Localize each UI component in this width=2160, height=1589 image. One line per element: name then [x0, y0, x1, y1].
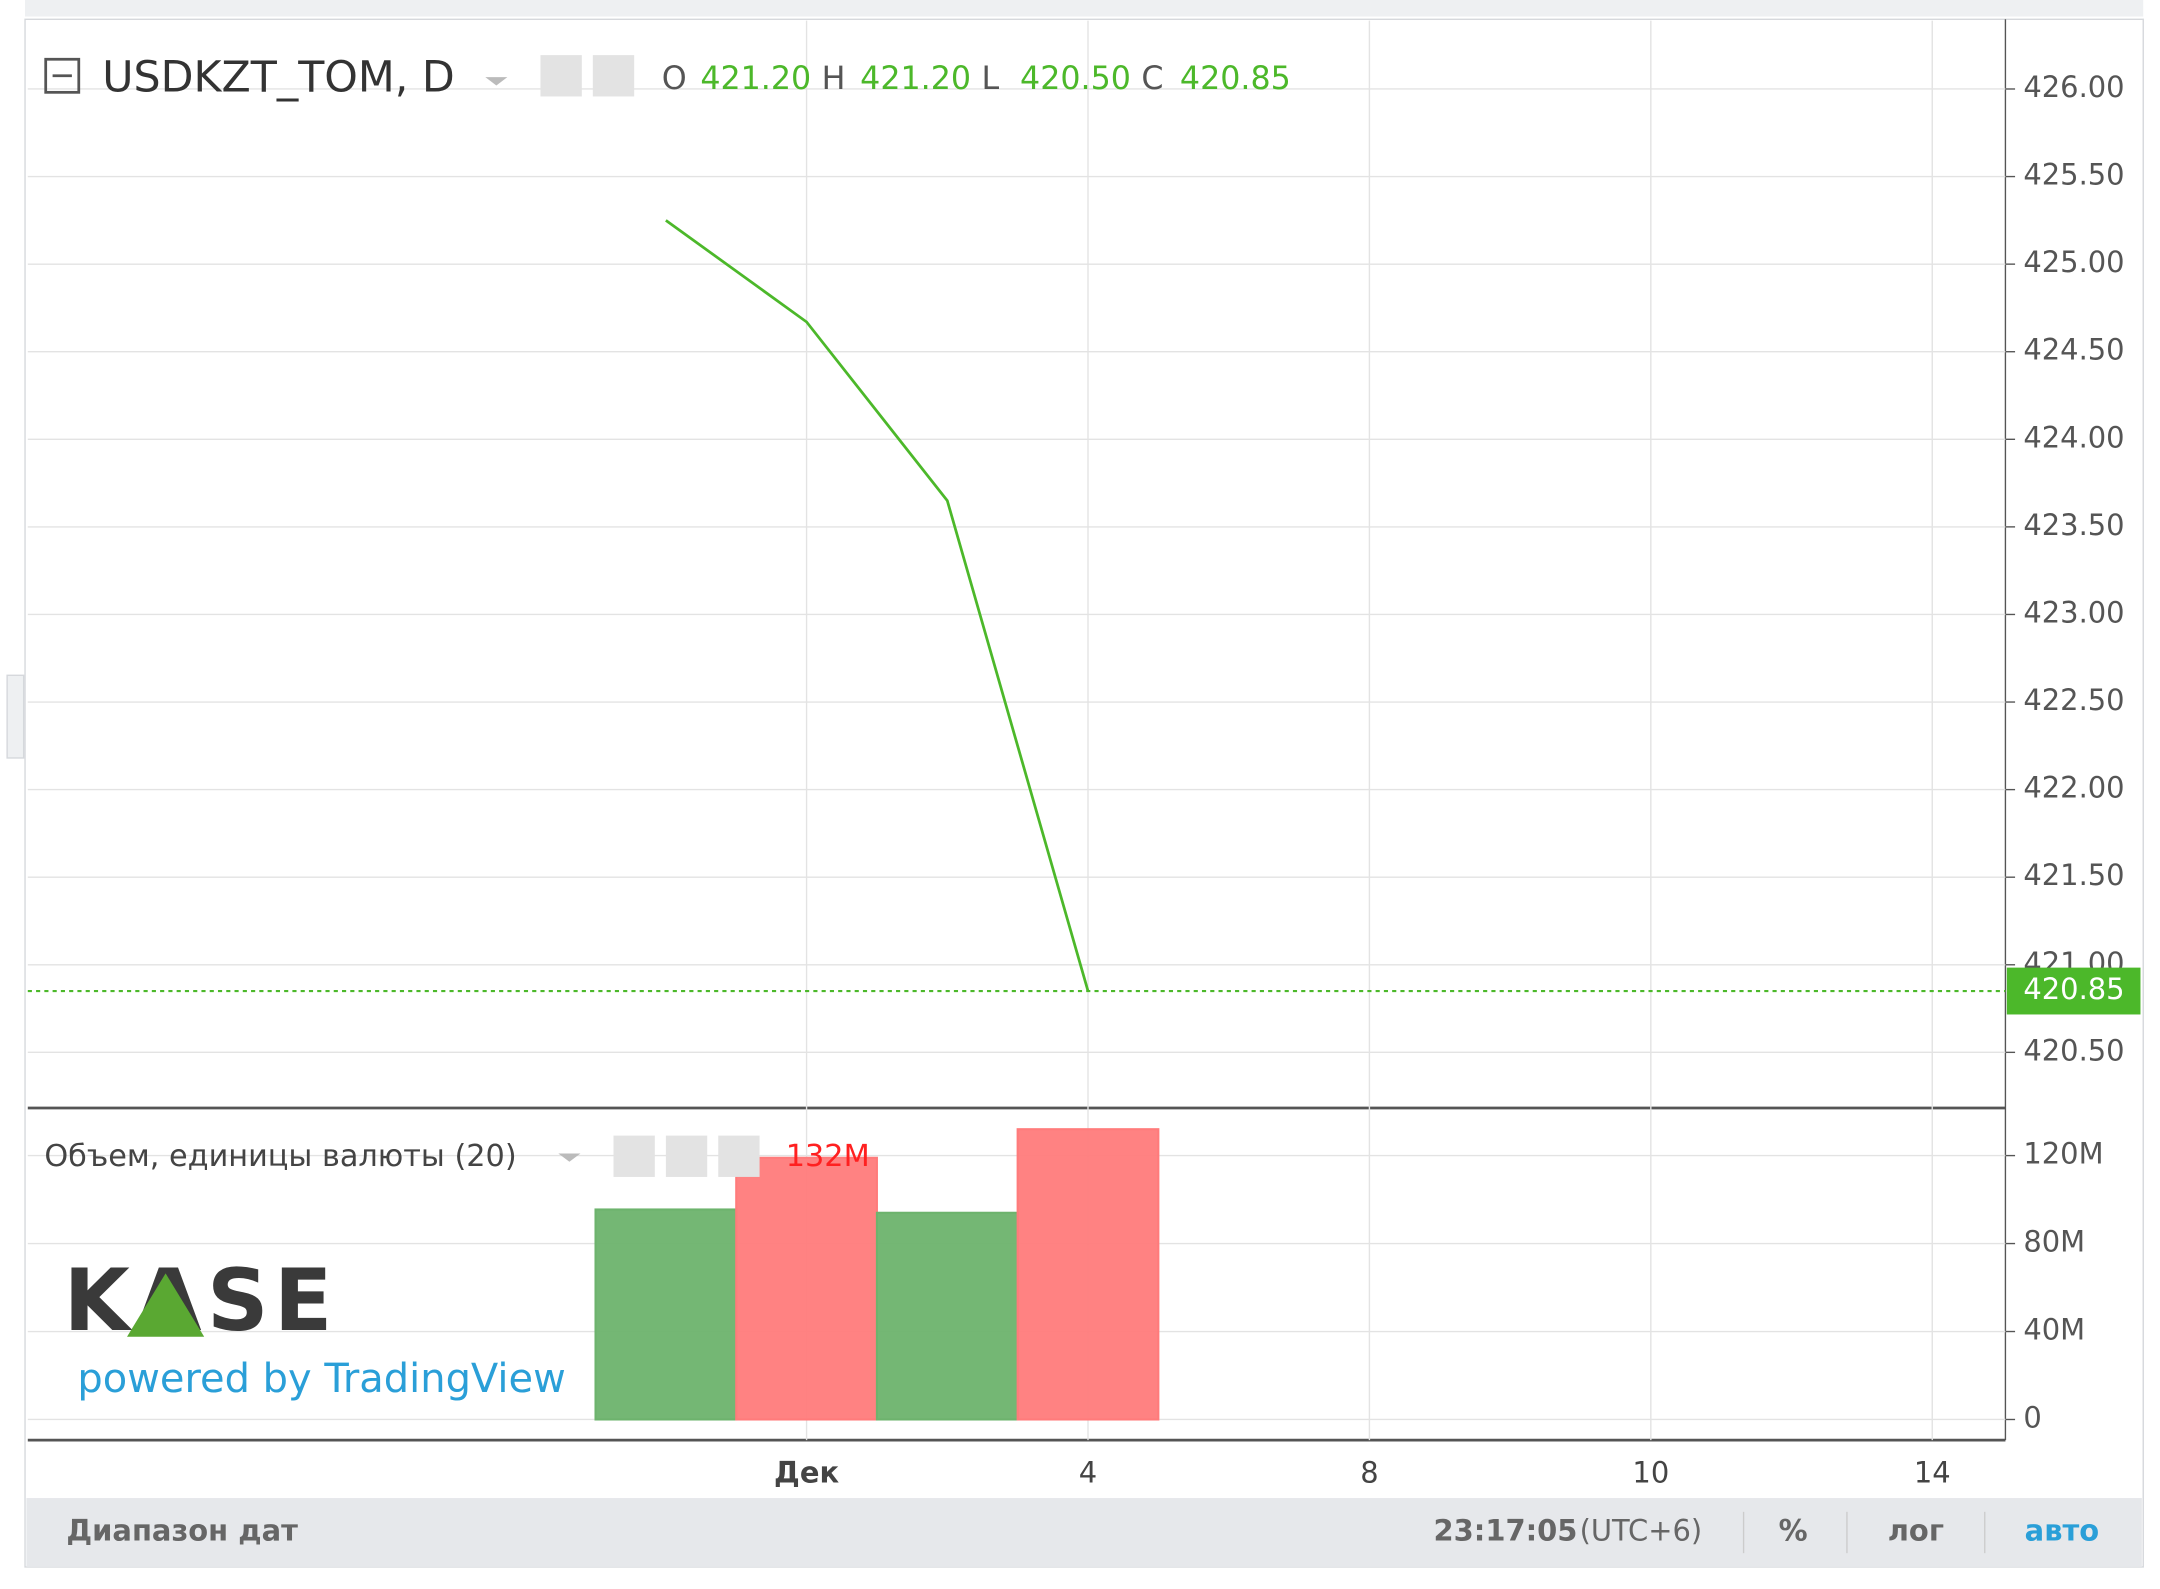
close-button[interactable] [718, 1135, 760, 1177]
auto-button[interactable]: авто [2025, 1513, 2100, 1547]
y-tick-label: 420.50 [2023, 1033, 2124, 1067]
last-price-label: 420.85 [2023, 972, 2124, 1006]
volume-bar [735, 1156, 878, 1421]
x-tick-label: 8 [1360, 1456, 1378, 1490]
side-handle[interactable] [6, 674, 25, 759]
logo-triangle [127, 1273, 205, 1337]
y-tick-label: 0 [2023, 1400, 2041, 1434]
volume-bar [1016, 1128, 1160, 1421]
log-button[interactable]: лог [1888, 1513, 1944, 1547]
clock: 23:17:05 [1433, 1513, 1577, 1547]
y-tick-label: 424.00 [2023, 420, 2124, 454]
ohlc: O 421.20 H 421.20 L 420.50 C 420.85 [662, 61, 1291, 97]
percent-button[interactable]: % [1779, 1513, 1808, 1547]
collapse-button[interactable] [44, 57, 81, 94]
marks [27, 219, 2006, 1421]
ohlc-value: 421.20 [860, 61, 971, 97]
volume-bar [594, 1208, 738, 1421]
eye-button[interactable] [540, 55, 582, 97]
ohlc-key: L [981, 61, 999, 97]
dropdown-arrow[interactable] [485, 77, 508, 86]
ohlc-key: O [662, 61, 687, 97]
y-tick-label: 80M [2023, 1225, 2085, 1259]
y-tick-label: 422.00 [2023, 771, 2124, 805]
ohlc-value: 420.85 [1180, 61, 1291, 97]
ohlc-value: 420.50 [1020, 61, 1131, 97]
x-tick-label: Дек [774, 1456, 839, 1490]
y-tick-label: 425.50 [2023, 158, 2124, 192]
eye-button[interactable] [613, 1135, 655, 1177]
y-tick-label: 421.50 [2023, 858, 2124, 892]
ohlc-key: H [822, 61, 846, 97]
last-price-box [2006, 967, 2141, 1015]
powered-by[interactable]: powered by TradingView [77, 1356, 565, 1402]
y-tick-label: 423.50 [2023, 508, 2124, 542]
volume-legend-value: 132M [786, 1139, 870, 1174]
grid [27, 20, 2006, 1441]
x-tick-label: 10 [1632, 1456, 1669, 1490]
y-tick-label: 423.00 [2023, 595, 2124, 629]
top-strip [25, 0, 2144, 17]
timezone[interactable]: (UTC+6) [1580, 1513, 1703, 1547]
symbol-title[interactable]: USDKZT_TOM, D [102, 52, 455, 102]
y-tick-label: 426.00 [2023, 70, 2124, 104]
y-tick-label: 425.00 [2023, 245, 2124, 279]
y-tick-label: 40M [2023, 1313, 2085, 1347]
volume-title[interactable]: Объем, единицы валюты (20) [44, 1139, 516, 1174]
settings-button[interactable] [592, 55, 635, 97]
date-range[interactable]: Диапазон дат [66, 1513, 298, 1547]
x-tick-label: 14 [1914, 1456, 1951, 1490]
y-tick-label: 120M [2023, 1137, 2103, 1171]
dropdown-arrow[interactable] [558, 1153, 581, 1162]
ohlc-key: C [1141, 61, 1163, 97]
y-tick-label: 422.50 [2023, 683, 2124, 717]
x-tick-label: 4 [1079, 1456, 1097, 1490]
settings-button[interactable] [665, 1135, 708, 1177]
ohlc-value: 421.20 [700, 61, 811, 97]
bottom-toolbar [26, 1498, 2142, 1567]
volume-bar [875, 1211, 1019, 1421]
price-line [665, 219, 1090, 992]
y-tick-label: 424.50 [2023, 333, 2124, 367]
